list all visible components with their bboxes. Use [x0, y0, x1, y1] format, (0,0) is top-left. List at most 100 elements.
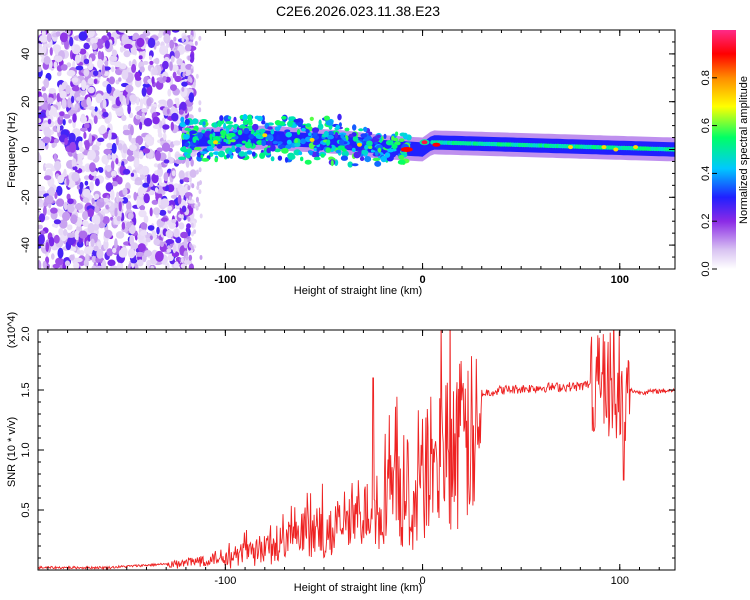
signal-cell [313, 156, 321, 161]
noise-cell [170, 121, 174, 131]
signal-cell [212, 132, 216, 138]
noise-cell [82, 210, 89, 221]
signal-cell [380, 155, 388, 163]
signal-cell [267, 139, 273, 147]
signal-cell [189, 130, 197, 135]
noise-cell [187, 55, 191, 61]
signal-cell [242, 119, 249, 126]
noise-cell [38, 152, 41, 163]
signal-cell [252, 123, 259, 131]
y-tick-label: 0.5 [20, 502, 32, 517]
noise-cell [52, 263, 60, 269]
noise-cell [190, 68, 194, 74]
signal-cell [334, 131, 339, 139]
y-tick-label: 40 [20, 48, 32, 60]
noise-cell [111, 152, 117, 162]
noise-cell [42, 260, 47, 269]
noise-cell [190, 159, 194, 167]
noise-cell [43, 43, 47, 54]
signal-cell [383, 133, 387, 139]
signal-cell [344, 127, 350, 132]
signal-cell [262, 133, 268, 138]
noise-cell [87, 222, 95, 234]
signal-cell [311, 127, 320, 133]
snr-ylabel: SNR (10 * v/v) [6, 417, 18, 487]
noise-cell [59, 111, 65, 117]
noise-cell [151, 199, 159, 205]
signal-cell [285, 144, 292, 149]
noise-cell [43, 201, 49, 208]
noise-cell [52, 107, 58, 118]
signal-cell [186, 148, 193, 154]
noise-cell [171, 219, 177, 224]
noise-cell [110, 216, 114, 221]
noise-cell [165, 185, 170, 192]
noise-cell [135, 135, 144, 146]
noise-cell [122, 168, 131, 175]
signal-cell [305, 123, 312, 128]
noise-cell [53, 234, 60, 244]
noise-cell [171, 170, 176, 177]
noise-cell [79, 181, 84, 190]
noise-cell [71, 85, 80, 92]
noise-cell [59, 32, 68, 43]
noise-cell [187, 216, 191, 222]
noise-cell [190, 222, 194, 228]
noise-cell [156, 226, 160, 235]
noise-cell [142, 182, 150, 188]
noise-cell [195, 196, 199, 202]
noise-cell [38, 213, 46, 223]
noise-cell [145, 263, 150, 269]
signal-cell [213, 140, 218, 145]
noise-cell [69, 141, 77, 153]
noise-cell [169, 61, 173, 72]
noise-cell [180, 231, 189, 239]
noise-cell [136, 37, 145, 48]
signal-cell [247, 114, 253, 122]
noise-cell [130, 258, 138, 264]
signal-cell [225, 121, 234, 125]
noise-cell [137, 186, 144, 198]
snr-series-line [38, 330, 675, 570]
noise-cell [108, 111, 112, 122]
signal-cell [244, 141, 253, 149]
noise-cell [158, 120, 163, 129]
colorbar [712, 30, 736, 269]
x-tick-label: -100 [214, 274, 236, 286]
noise-cell [105, 182, 114, 192]
signal-cell [344, 144, 353, 150]
noise-cell [56, 71, 62, 77]
noise-cell [127, 248, 136, 259]
signal-cell [248, 133, 254, 140]
snr-frame [37, 329, 676, 571]
noise-cell [185, 255, 189, 261]
noise-cell [138, 55, 143, 60]
noise-cell [173, 36, 177, 42]
signal-cell [231, 145, 235, 152]
signal-cell [200, 154, 204, 159]
noise-cell [166, 98, 173, 109]
noise-cell [81, 79, 87, 91]
noise-cell [47, 209, 52, 216]
noise-cell [195, 73, 199, 79]
signal-cell [301, 127, 306, 132]
noise-cell [55, 257, 64, 266]
noise-cell [47, 118, 52, 125]
signal-cell [281, 115, 287, 120]
signal-cell [298, 151, 303, 156]
signal-cell [182, 133, 190, 140]
noise-cell [198, 100, 202, 106]
noise-cell [109, 95, 114, 101]
noise-cell [67, 232, 76, 238]
signal-cell [270, 128, 275, 135]
signal-cell [320, 153, 325, 158]
signal-cell [400, 151, 406, 156]
noise-cell [162, 132, 167, 141]
x-tick-label: 100 [611, 575, 629, 587]
noise-cell [198, 107, 202, 113]
noise-cell [46, 33, 52, 43]
noise-cell [75, 203, 83, 210]
noise-cell [149, 60, 154, 65]
noise-cell [86, 96, 92, 107]
noise-cell [126, 200, 132, 212]
